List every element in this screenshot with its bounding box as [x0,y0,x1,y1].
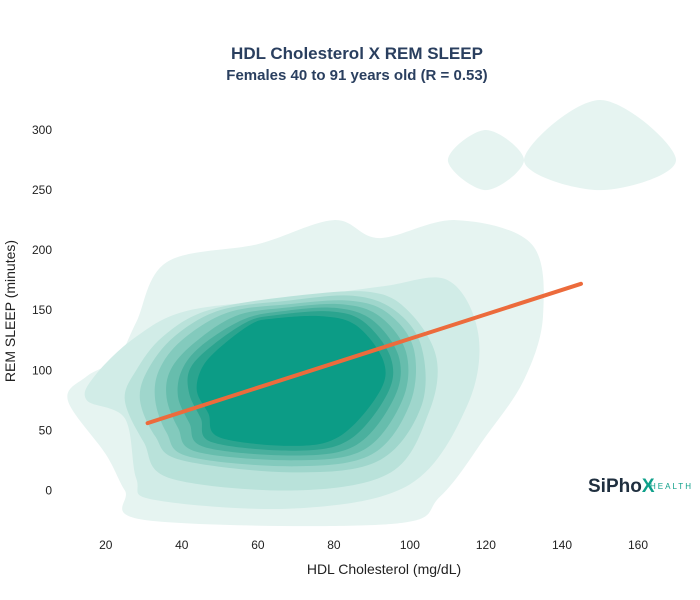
x-tick-label: 120 [476,538,496,552]
regression-line [145,281,583,426]
density-region-level-1 [524,100,676,191]
y-tick-label: 200 [32,243,52,257]
y-axis-label: REM SLEEP (minutes) [2,240,18,382]
regression-line-layer [145,281,583,426]
y-tick-label: 0 [45,483,52,497]
logo-name-b: X [642,476,655,497]
x-tick-label: 20 [99,538,113,552]
density-layer [67,100,676,527]
x-tick-label: 60 [251,538,265,552]
x-tick-layer: 20 40 60 80 100 120 140 160 [99,538,648,552]
x-tick-label: 140 [552,538,572,552]
chart-subtitle: Females 40 to 91 years old (R = 0.53) [226,67,487,84]
x-axis-label: HDL Cholesterol (mg/dL) [307,561,461,577]
chart-title: HDL Cholesterol X REM SLEEP [231,44,483,63]
density-region-level-1 [447,130,524,191]
density-region-level-9 [196,315,386,446]
y-tick-label: 300 [32,123,52,137]
logo-name-a: SiPho [588,476,642,497]
x-tick-label: 40 [175,538,189,552]
y-tick-label: 100 [32,363,52,377]
y-tick-label: 150 [32,303,52,317]
brand-logo: SiPhoX HEALTH [588,476,693,497]
y-tick-layer: 0 50 100 150 200 250 300 [32,123,52,497]
x-tick-label: 80 [327,538,341,552]
y-tick-label: 50 [39,423,53,437]
x-tick-label: 100 [400,538,420,552]
logo-text: SiPhoX [588,476,655,497]
x-tick-label: 160 [628,538,648,552]
logo-subtext: HEALTH [650,482,693,491]
y-tick-label: 250 [32,183,52,197]
